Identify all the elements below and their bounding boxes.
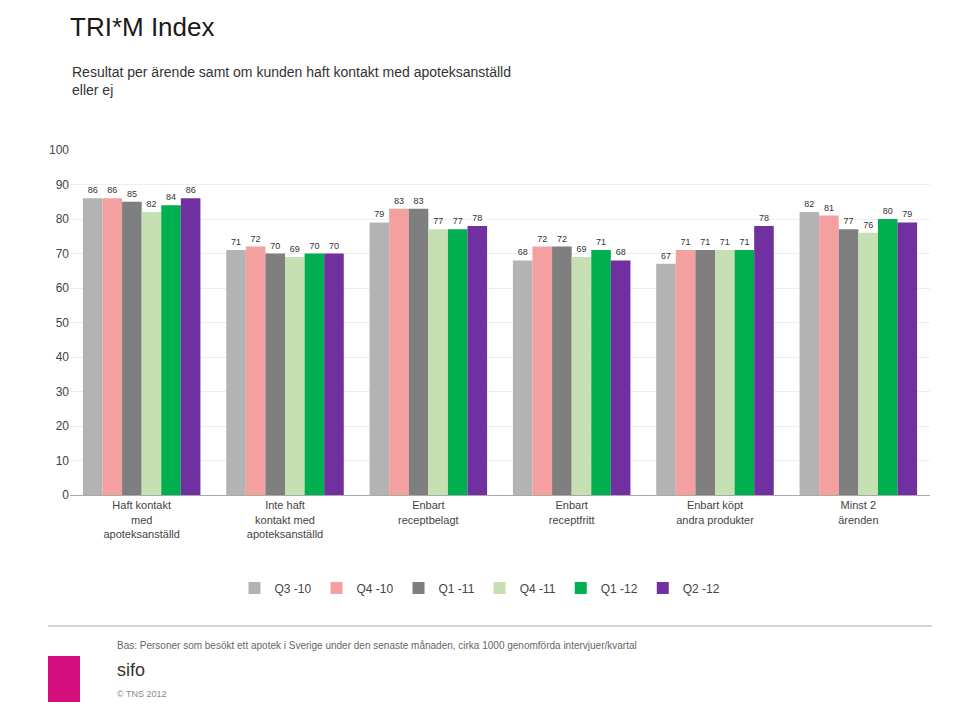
svg-text:80: 80: [56, 212, 70, 226]
svg-text:sifo: sifo: [117, 660, 145, 680]
svg-text:68: 68: [518, 247, 528, 257]
svg-text:0: 0: [62, 488, 69, 502]
svg-text:40: 40: [56, 350, 70, 364]
svg-text:30: 30: [56, 385, 70, 399]
svg-text:Enbart köptandra produkter: Enbart köptandra produkter: [676, 499, 754, 525]
svg-text:Q3 -10: Q3 -10: [275, 582, 312, 596]
svg-text:71: 71: [700, 237, 710, 247]
svg-text:77: 77: [453, 216, 463, 226]
svg-text:78: 78: [759, 213, 769, 223]
svg-text:Q4 -10: Q4 -10: [357, 582, 394, 596]
svg-text:Haft kontaktmedapoteksanställd: Haft kontaktmedapoteksanställd: [103, 499, 179, 540]
svg-text:69: 69: [576, 244, 586, 254]
svg-text:100: 100: [49, 143, 69, 157]
svg-text:83: 83: [414, 196, 424, 206]
svg-text:20: 20: [56, 419, 70, 433]
svg-text:10: 10: [56, 454, 70, 468]
svg-text:70: 70: [329, 241, 339, 251]
svg-text:70: 70: [56, 247, 70, 261]
svg-text:Inte haftkontakt medapoteksans: Inte haftkontakt medapoteksanställd: [247, 499, 323, 540]
svg-text:Enbartreceptbelagt: Enbartreceptbelagt: [398, 499, 459, 525]
svg-text:81: 81: [824, 203, 834, 213]
svg-text:Q4 -11: Q4 -11: [520, 582, 556, 596]
svg-text:50: 50: [56, 316, 70, 330]
svg-text:68: 68: [616, 247, 626, 257]
svg-text:© TNS 2012: © TNS 2012: [117, 689, 167, 699]
svg-text:72: 72: [557, 234, 567, 244]
svg-text:67: 67: [661, 251, 671, 261]
svg-text:86: 86: [186, 185, 196, 195]
svg-text:Q2 -12: Q2 -12: [683, 582, 720, 596]
svg-text:71: 71: [681, 237, 691, 247]
svg-text:76: 76: [863, 220, 873, 230]
svg-text:71: 71: [596, 237, 606, 247]
svg-text:77: 77: [433, 216, 443, 226]
svg-text:90: 90: [56, 178, 70, 192]
svg-text:TRI*M Index: TRI*M Index: [70, 12, 215, 42]
svg-text:69: 69: [290, 244, 300, 254]
svg-text:77: 77: [844, 216, 854, 226]
svg-text:86: 86: [107, 185, 117, 195]
svg-text:72: 72: [537, 234, 547, 244]
svg-text:84: 84: [166, 192, 176, 202]
svg-text:85: 85: [127, 189, 137, 199]
svg-text:70: 70: [270, 241, 280, 251]
svg-text:79: 79: [374, 209, 384, 219]
svg-text:70: 70: [309, 241, 319, 251]
svg-text:71: 71: [720, 237, 730, 247]
svg-text:71: 71: [231, 237, 241, 247]
svg-text:82: 82: [146, 199, 156, 209]
svg-text:71: 71: [739, 237, 749, 247]
svg-text:Bas: Personer som besökt ett a: Bas: Personer som besökt ett apotek i Sv…: [117, 640, 637, 651]
svg-text:86: 86: [88, 185, 98, 195]
svg-text:Resultat per ärende samt om ku: Resultat per ärende samt om kunden haft …: [72, 64, 511, 98]
svg-text:Enbartreceptfritt: Enbartreceptfritt: [549, 499, 595, 525]
svg-text:82: 82: [804, 199, 814, 209]
svg-text:Q1 -11: Q1 -11: [439, 582, 475, 596]
svg-text:60: 60: [56, 281, 70, 295]
svg-text:83: 83: [394, 196, 404, 206]
svg-text:Minst 2ärenden: Minst 2ärenden: [838, 499, 878, 525]
svg-text:80: 80: [883, 206, 893, 216]
svg-text:79: 79: [902, 209, 912, 219]
svg-text:72: 72: [251, 234, 261, 244]
svg-text:Q1 -12: Q1 -12: [601, 582, 638, 596]
svg-text:78: 78: [472, 213, 482, 223]
